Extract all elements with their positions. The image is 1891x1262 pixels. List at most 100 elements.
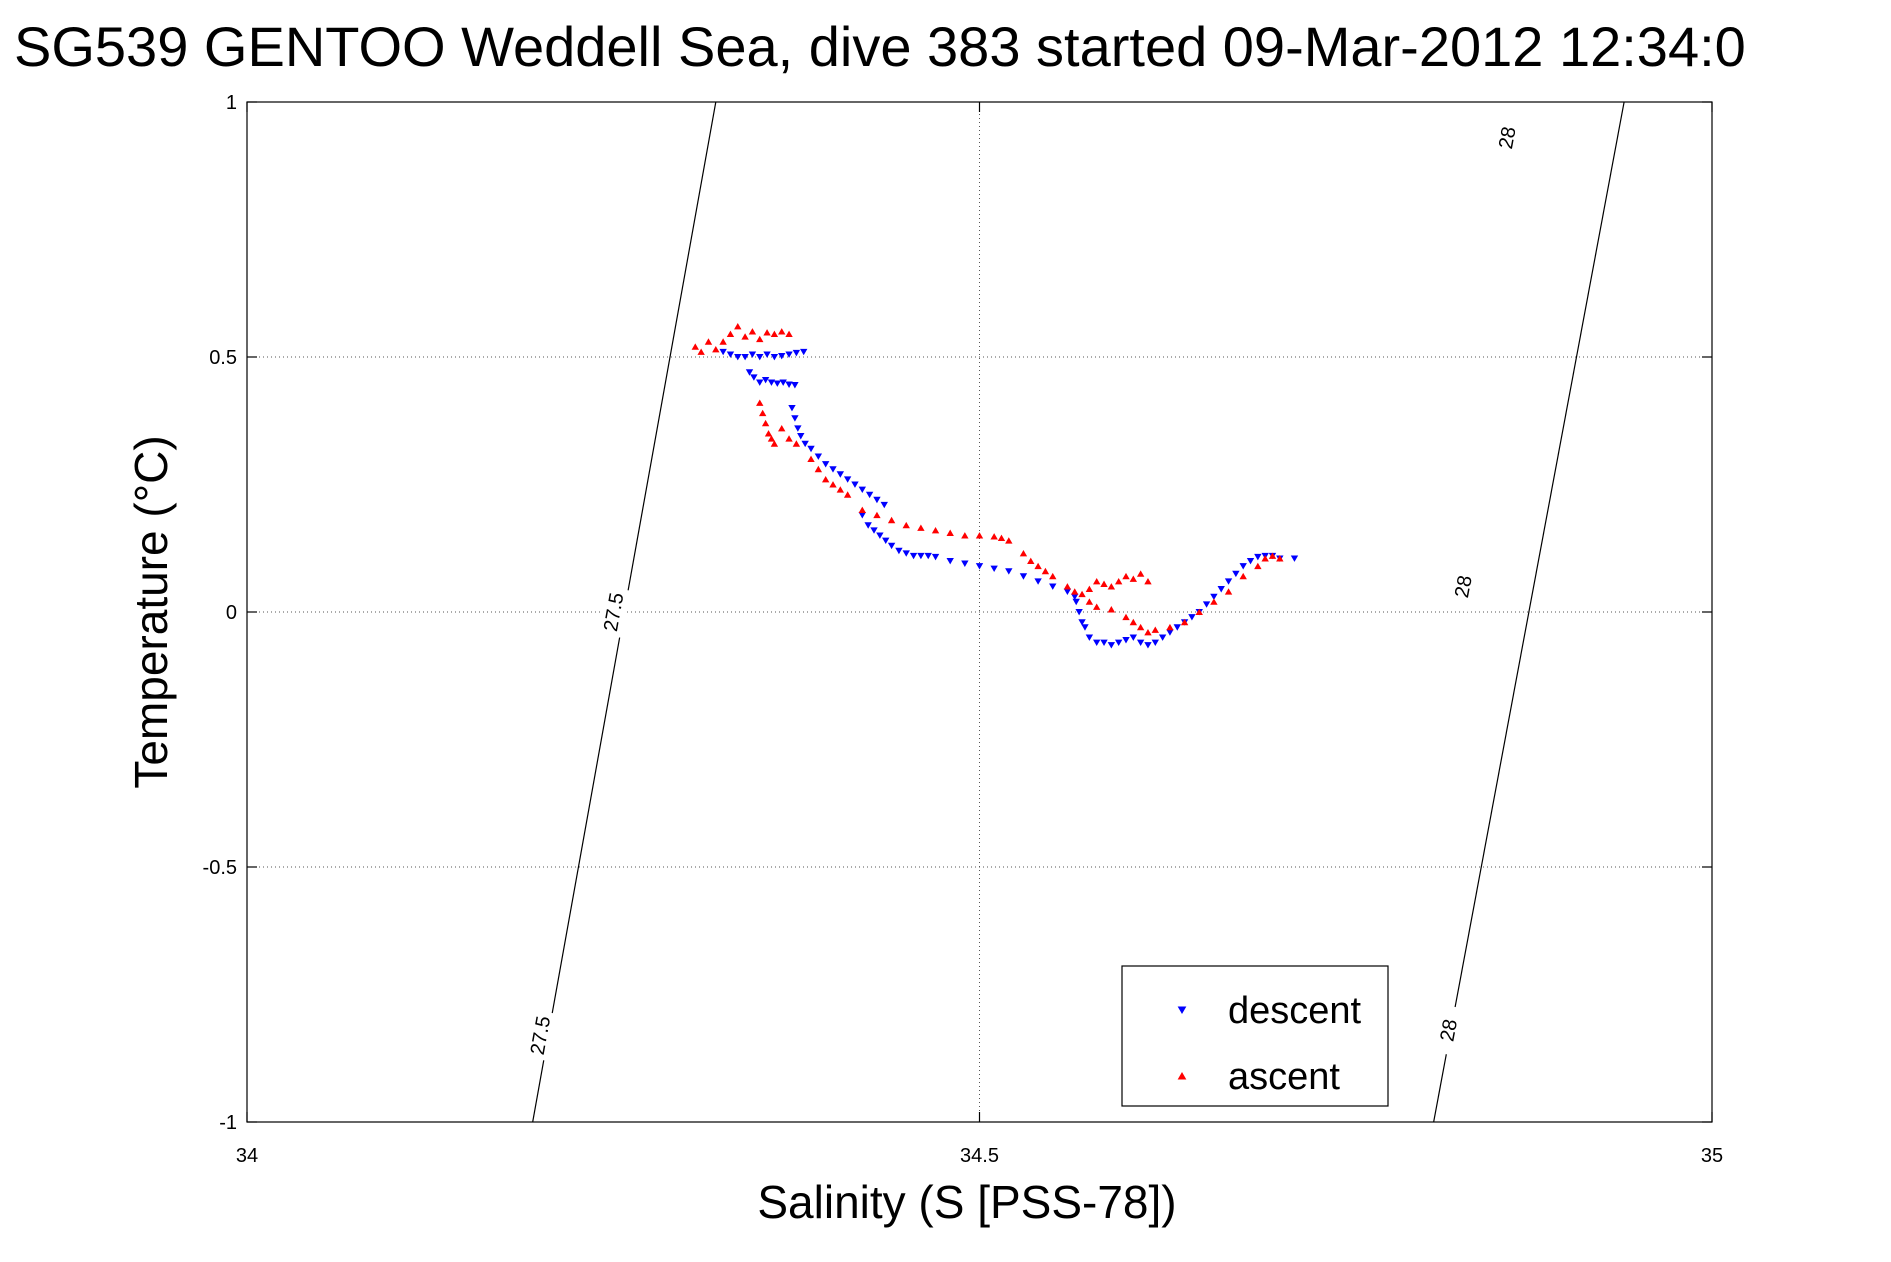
- descent-point: [1173, 624, 1181, 631]
- ascent-point: [814, 465, 823, 473]
- ascent-point: [770, 440, 779, 447]
- descent-point: [778, 352, 786, 360]
- descent-point: [791, 382, 799, 389]
- ascent-point: [1136, 570, 1145, 577]
- descent-point: [792, 349, 801, 357]
- descent-point: [924, 552, 932, 560]
- x-axis-label: Salinity (S [PSS-78]): [757, 1176, 1176, 1228]
- descent-point: [779, 379, 787, 386]
- descent-point: [1210, 593, 1218, 601]
- legend-marker-ascent-shape: [1177, 1071, 1187, 1080]
- ascent-point: [726, 330, 735, 338]
- ascent-point: [1078, 590, 1086, 598]
- ascent-point: [1144, 629, 1152, 636]
- ascent-point: [1093, 603, 1101, 610]
- descent-point: [1100, 639, 1108, 646]
- descent-point: [801, 440, 809, 448]
- descent-point: [770, 354, 779, 361]
- ascent-point: [785, 435, 793, 442]
- descent-point: [785, 351, 793, 358]
- descent-point: [1005, 568, 1013, 575]
- x-tick-label: 35: [1701, 1145, 1723, 1167]
- y-tick-label: 0.5: [209, 347, 237, 369]
- x-tick-label: 34: [236, 1145, 258, 1167]
- contour-label-bg: [597, 586, 630, 638]
- descent-point: [1239, 563, 1247, 570]
- descent-point: [1122, 637, 1130, 644]
- descent-point: [1085, 634, 1094, 641]
- ascent-point: [770, 330, 779, 338]
- legend-label-descent: descent: [1228, 990, 1362, 1032]
- ascent-point: [1239, 572, 1247, 580]
- ascent-point: [1129, 575, 1138, 582]
- descent-point: [750, 374, 758, 381]
- ascent-point: [887, 516, 896, 524]
- axis-ticks: 34 34.5 35 -1 -0.5 0 0.5 1: [203, 92, 1724, 1167]
- descent-point: [917, 552, 925, 560]
- descent-point: [788, 405, 796, 412]
- descent-point: [1078, 619, 1086, 626]
- ascent-point: [1005, 537, 1013, 544]
- ascent-point: [778, 328, 786, 335]
- ascent-point: [697, 348, 705, 355]
- legend-box: [1121, 965, 1389, 1107]
- ascent-point: [1114, 578, 1123, 585]
- ascent-point: [756, 399, 764, 406]
- descent-point: [843, 476, 852, 483]
- descent-point: [864, 522, 872, 529]
- descent-point: [829, 466, 837, 473]
- ascent-point: [990, 533, 998, 540]
- contour-line-28: [1433, 101, 1625, 1123]
- y-tick-label: 0: [226, 602, 237, 624]
- ascent-point: [704, 338, 713, 345]
- legend-marker-descent-shape: [1177, 1006, 1187, 1015]
- ascent-point: [902, 521, 910, 529]
- descent-point: [870, 527, 878, 534]
- ascent-point: [1034, 562, 1042, 570]
- ascent-point: [975, 532, 984, 539]
- descent-point: [1129, 634, 1138, 641]
- ascent-point: [1071, 588, 1079, 595]
- descent-point: [756, 379, 764, 386]
- contour-label-28: 28: [1436, 1017, 1462, 1043]
- descent-point: [990, 565, 998, 573]
- ascent-point: [858, 506, 866, 513]
- ascent-point: [1261, 555, 1269, 562]
- ascent-point: [1224, 588, 1233, 595]
- ascent-point: [1268, 552, 1277, 559]
- descent-point: [931, 553, 940, 561]
- ascent-point: [1136, 623, 1145, 631]
- grid-lines: [247, 102, 1712, 1122]
- ascent-point: [1129, 618, 1138, 626]
- descent-point: [761, 376, 770, 384]
- contour-label-bg: [523, 1009, 557, 1062]
- descent-point: [975, 563, 984, 570]
- ascent-point: [764, 430, 773, 437]
- data-points: [691, 323, 1299, 649]
- y-tick-label: -1: [219, 1112, 237, 1134]
- descent-point: [794, 425, 802, 432]
- x-tick-label: 34.5: [960, 1145, 999, 1167]
- ascent-point: [761, 419, 770, 427]
- descent-point: [763, 351, 771, 358]
- ascent-point: [997, 534, 1006, 542]
- descent-point: [1093, 639, 1101, 646]
- legend-marker-descent: [1177, 1006, 1187, 1015]
- ascent-point: [1049, 572, 1057, 580]
- ascent-point: [1180, 618, 1189, 626]
- descent-point: [719, 348, 727, 356]
- ascent-point: [763, 329, 771, 336]
- ascent-point: [741, 333, 749, 340]
- ascent-point: [778, 425, 786, 432]
- descent-point: [1072, 598, 1080, 606]
- ascent-point: [931, 527, 940, 534]
- descent-point: [814, 453, 823, 460]
- ascent-point: [767, 435, 776, 442]
- descent-point: [741, 354, 749, 361]
- y-tick-label: -0.5: [203, 857, 237, 879]
- descent-point: [1188, 614, 1196, 621]
- ascent-point: [961, 532, 969, 539]
